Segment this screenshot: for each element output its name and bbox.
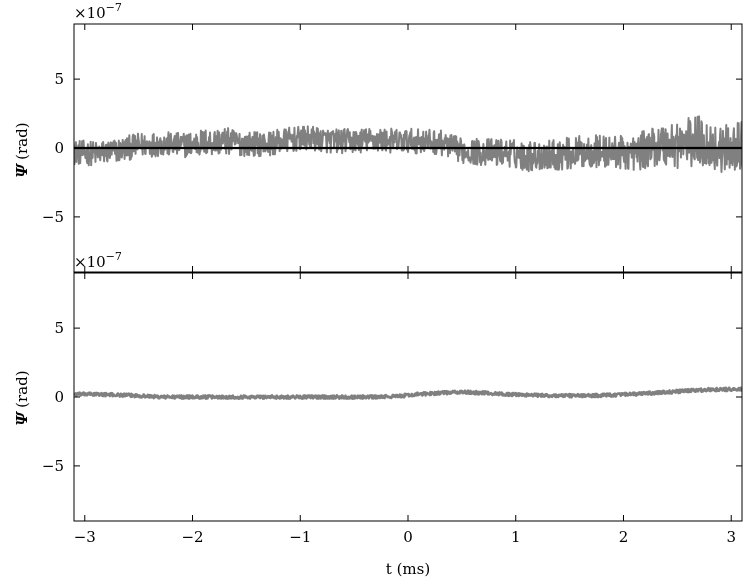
bottom-ytick-label-1: 0 — [54, 388, 64, 406]
bottom-ticks: −3 −2 −1 0 1 2 3 −5 0 5 — [42, 273, 742, 546]
bottom-series-0-trace — [74, 386, 742, 400]
top-ticks: −5 0 5 — [42, 24, 742, 272]
bottom-sci-exponent: −7 — [106, 250, 122, 263]
bottom-xtick-label-6: 3 — [726, 528, 736, 546]
top-ytick-label-2: 5 — [54, 70, 64, 88]
bottom-xtick-label-0: −3 — [74, 528, 96, 546]
top-plot-area — [74, 115, 742, 173]
bottom-ytick-label-0: −5 — [42, 457, 64, 475]
bottom-ytick-label-2: 5 — [54, 319, 64, 337]
top-ytick-label-0: −5 — [42, 208, 64, 226]
top-panel: −5 0 5 ×10−7 Ψ(rad) — [13, 1, 743, 273]
top-sci-multiplier: ×10−7 — [74, 1, 122, 22]
bottom-sci-multiplier: ×10−7 — [74, 250, 122, 271]
top-series-0-trace — [74, 115, 742, 173]
bottom-panel: −3 −2 −1 0 1 2 3 −5 0 5 ×10−7 Ψ(rad) t (ms) — [13, 250, 743, 578]
top-ytick-label-1: 0 — [54, 139, 64, 157]
bottom-xtick-label-3: 0 — [403, 528, 413, 546]
bottom-plot-area — [74, 386, 742, 400]
bottom-xtick-label-2: −1 — [289, 528, 311, 546]
bottom-xtick-label-5: 2 — [619, 528, 629, 546]
bottom-xtick-label-4: 1 — [511, 528, 521, 546]
bottom-xtick-label-1: −2 — [181, 528, 203, 546]
top-sci-exponent: −7 — [106, 1, 122, 14]
bottom-y-axis-label: Ψ(rad) — [13, 370, 31, 425]
x-axis-label: t (ms) — [386, 560, 430, 578]
top-y-axis-label: Ψ(rad) — [13, 122, 31, 177]
